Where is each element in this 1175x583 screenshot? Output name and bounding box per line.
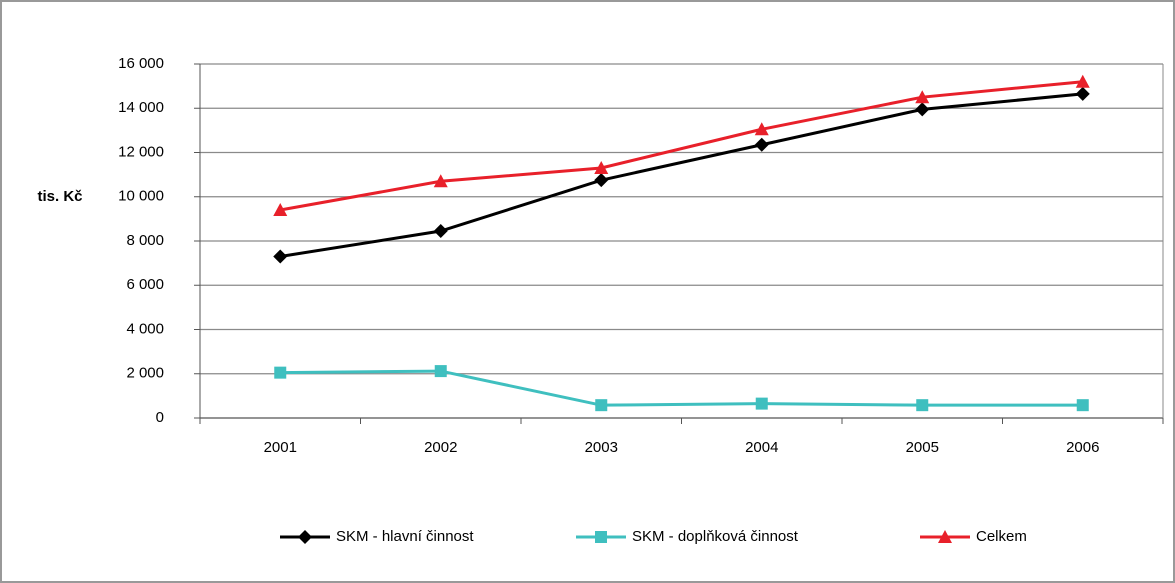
- marker: [1076, 399, 1089, 412]
- x-tick-label: 2001: [264, 439, 297, 456]
- marker: [916, 399, 929, 412]
- marker: [938, 530, 952, 543]
- marker: [1075, 86, 1090, 101]
- marker: [754, 137, 769, 152]
- y-tick-label: 14 000: [118, 99, 164, 116]
- marker: [433, 174, 448, 188]
- marker: [915, 90, 930, 104]
- y-tick-label: 4 000: [126, 320, 164, 337]
- marker: [273, 249, 288, 264]
- y-tick-label: 16 000: [118, 55, 164, 72]
- y-axis-label: tis. Kč: [37, 188, 82, 205]
- marker: [434, 365, 447, 378]
- legend-label: SKM - hlavní činnost: [336, 528, 474, 545]
- marker: [595, 531, 607, 543]
- marker: [594, 173, 609, 188]
- x-tick-label: 2002: [424, 439, 457, 456]
- y-tick-label: 0: [156, 409, 164, 426]
- marker: [755, 397, 768, 410]
- series-line: [279, 80, 1083, 212]
- marker: [433, 224, 448, 239]
- x-tick-label: 2004: [745, 439, 778, 456]
- y-tick-label: 12 000: [118, 143, 164, 160]
- marker: [754, 122, 769, 136]
- marker: [915, 102, 930, 117]
- series-line: [280, 92, 1083, 258]
- y-tick-label: 8 000: [126, 232, 164, 249]
- marker: [595, 399, 608, 412]
- series-line: [280, 369, 1083, 407]
- marker: [594, 160, 609, 174]
- y-tick-label: 6 000: [126, 276, 164, 293]
- marker: [1075, 74, 1090, 88]
- x-tick-label: 2003: [585, 439, 618, 456]
- y-tick-label: 2 000: [126, 365, 164, 382]
- marker: [274, 366, 287, 379]
- marker: [273, 203, 288, 217]
- marker: [298, 530, 312, 544]
- legend-label: SKM - doplňková činnost: [632, 528, 799, 545]
- y-tick-label: 10 000: [118, 188, 164, 205]
- legend-label: Celkem: [976, 528, 1027, 545]
- x-tick-label: 2006: [1066, 439, 1099, 456]
- x-tick-label: 2005: [906, 439, 939, 456]
